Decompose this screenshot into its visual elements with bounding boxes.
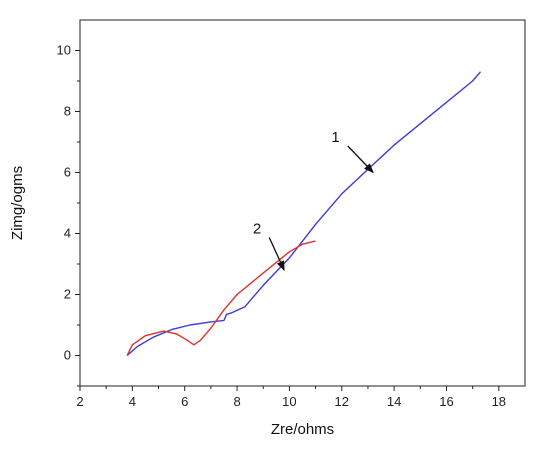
x-tick-label: 6 xyxy=(181,394,188,409)
x-axis-title: Zre/ohms xyxy=(271,421,334,438)
annotation-label: 2 xyxy=(253,221,261,238)
x-tick-label: 10 xyxy=(282,394,296,409)
x-tick-label: 12 xyxy=(335,394,349,409)
y-tick-label: 8 xyxy=(64,104,71,119)
x-tick-label: 4 xyxy=(129,394,136,409)
y-axis-title: Zimg/ogms xyxy=(9,166,26,240)
x-tick-label: 8 xyxy=(233,394,240,409)
annotation-label: 1 xyxy=(331,129,339,146)
y-axis-ticks: 0 2 4 6 8 10 xyxy=(57,43,80,387)
y-tick-label: 6 xyxy=(64,165,71,180)
series-line-2 xyxy=(126,240,316,356)
y-tick-label: 4 xyxy=(64,226,71,241)
x-tick-label: 18 xyxy=(492,394,506,409)
series-layer xyxy=(126,71,482,357)
plot-frame xyxy=(79,19,526,387)
annotation-arrow xyxy=(347,145,374,174)
y-tick-label: 0 xyxy=(64,348,71,363)
annotation-layer: 12 xyxy=(253,129,374,272)
x-tick-label: 2 xyxy=(76,394,83,409)
x-tick-label: 16 xyxy=(439,394,453,409)
x-tick-label: 14 xyxy=(387,394,401,409)
annotation-arrow xyxy=(268,237,285,272)
x-axis-ticks: 2 4 6 8 10 12 14 16 18 xyxy=(76,386,506,409)
series-line-1 xyxy=(126,71,482,357)
y-tick-label: 2 xyxy=(64,287,71,302)
y-tick-label: 10 xyxy=(57,43,71,58)
